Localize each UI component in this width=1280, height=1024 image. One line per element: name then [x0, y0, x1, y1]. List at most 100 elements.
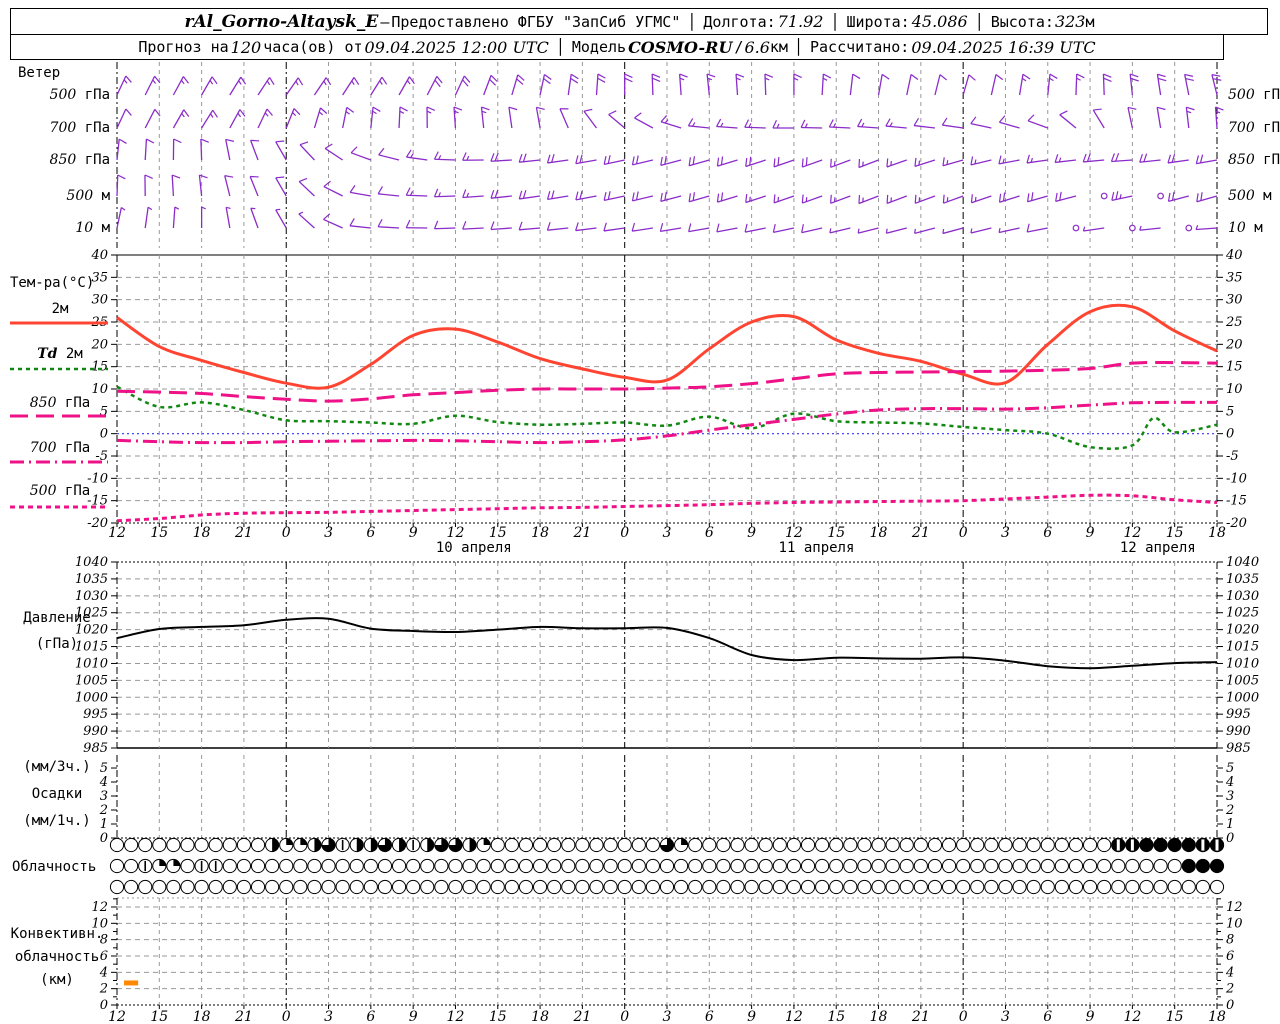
- wind-barb-icon: [886, 159, 907, 168]
- cloud-symbol: [1153, 879, 1168, 895]
- resolution-value: 6.6: [744, 37, 770, 57]
- barb-half-feather: [201, 206, 206, 210]
- cloud-symbol-2okta: [173, 859, 181, 866]
- barb-half-feather: [664, 119, 669, 124]
- wind-barb-icon: [1027, 120, 1048, 129]
- cloud-symbol: [377, 879, 393, 895]
- cloud-symbol: [265, 858, 280, 874]
- barb-feather: [200, 138, 209, 143]
- temp-legend-label: 700 гПа: [30, 440, 90, 456]
- barb-feather: [377, 218, 383, 228]
- separator: │: [974, 12, 984, 31]
- wind-barb-icon: [575, 195, 597, 201]
- wind-barb-icon: [144, 207, 149, 229]
- barb-feather: [720, 192, 724, 201]
- wind-barb-icon: [1018, 74, 1024, 96]
- cloud-symbol: [504, 858, 519, 874]
- cloud-symbol-2okta: [483, 838, 491, 845]
- cloud-symbol: [758, 837, 773, 853]
- y-tick-label: 4: [99, 775, 108, 790]
- wind-barb-icon: [1156, 74, 1162, 96]
- barb-feather: [225, 138, 235, 142]
- hour-label-bottom: 21: [234, 1009, 253, 1024]
- cloud-symbol: [321, 858, 336, 874]
- wind-barb-icon: [858, 227, 879, 234]
- hour-label: 6: [705, 525, 714, 541]
- barb-feather: [544, 73, 552, 81]
- barb-feather: [405, 149, 412, 158]
- barb-feather: [518, 221, 523, 231]
- cloud-symbol: [885, 837, 900, 853]
- barb-feather: [490, 74, 498, 82]
- barb-half-feather: [406, 80, 411, 85]
- barb-feather: [353, 77, 360, 85]
- barb-half-feather: [804, 123, 808, 128]
- barb-feather: [886, 194, 889, 204]
- hour-label: 9: [747, 525, 756, 541]
- cloud-symbol: [970, 837, 985, 853]
- cloud-symbol: [236, 837, 252, 853]
- wind-barb-icon: [773, 159, 795, 168]
- wind-barb-icon: [342, 107, 348, 129]
- y-tick-label: 3: [1226, 789, 1234, 804]
- cloud-symbol: [800, 858, 816, 874]
- barb-feather: [941, 117, 948, 126]
- cloud-symbol: [1125, 858, 1140, 874]
- wind-barb-icon: [350, 191, 371, 197]
- barb-feather: [1110, 153, 1115, 162]
- cloud-symbol: [1068, 858, 1084, 874]
- hour-label-bottom: 0: [282, 1009, 291, 1024]
- wind-barb-icon: [1139, 227, 1161, 231]
- wind-barb-icon: [275, 177, 287, 197]
- cloud-symbol: [293, 858, 308, 874]
- wind-barb-icon: [275, 209, 287, 229]
- y-tick-label: 985: [1226, 741, 1251, 756]
- barb-half-feather: [345, 111, 350, 115]
- barb-half-feather: [1049, 77, 1054, 82]
- y-tick-label: 1010: [75, 656, 108, 671]
- latitude-label: Широта:: [846, 12, 910, 31]
- barb-feather: [692, 192, 696, 201]
- cloud-symbol: [674, 879, 689, 895]
- barb-feather: [323, 180, 331, 188]
- hour-label-bottom: 21: [572, 1009, 591, 1024]
- cloud-symbol: [448, 879, 463, 895]
- barb-feather: [275, 140, 285, 143]
- cloud-symbol: [913, 879, 928, 895]
- cloud-symbol: [913, 837, 928, 853]
- wind-barb-icon: [1167, 159, 1189, 164]
- cloud-symbol: [208, 879, 223, 895]
- hour-label: 18: [193, 525, 211, 541]
- wind-barb-icon: [1211, 74, 1218, 96]
- barb-half-feather: [885, 228, 888, 234]
- y-tick-label: 0: [1226, 427, 1234, 442]
- cloud-symbol: [1026, 858, 1041, 874]
- cloud-symbol: [843, 837, 858, 853]
- wind-barb-icon: [378, 154, 400, 161]
- cloud-symbol: [138, 837, 153, 853]
- wind-barb-icon: [1059, 114, 1077, 129]
- barb-feather: [793, 73, 802, 79]
- barb-feather: [805, 157, 808, 166]
- cloud-symbol: [744, 879, 759, 895]
- wind-barb-icon: [323, 218, 343, 229]
- cloud-symbol: [109, 837, 125, 853]
- longitude-label: Долгота:: [703, 12, 776, 31]
- wind-level-label-right: 500 м: [1228, 188, 1272, 204]
- barb-half-feather: [861, 122, 865, 128]
- barb-feather: [579, 190, 583, 200]
- barb-feather: [716, 118, 722, 127]
- cloud-symbol: [885, 858, 900, 874]
- wind-barb-icon: [915, 195, 936, 204]
- y-tick-label: 1035: [75, 572, 108, 587]
- barb-feather: [830, 158, 832, 168]
- wind-barb-icon: [970, 227, 992, 234]
- barb-feather: [1185, 77, 1194, 82]
- cloud-symbol: [941, 858, 957, 874]
- y-tick-label: 1020: [75, 623, 108, 638]
- wind-level-label-right: 10 м: [1228, 220, 1263, 236]
- wind-barb-icon: [914, 124, 936, 129]
- wind-barb-icon: [858, 195, 879, 205]
- barb-feather: [631, 192, 635, 201]
- barb-feather: [716, 193, 720, 203]
